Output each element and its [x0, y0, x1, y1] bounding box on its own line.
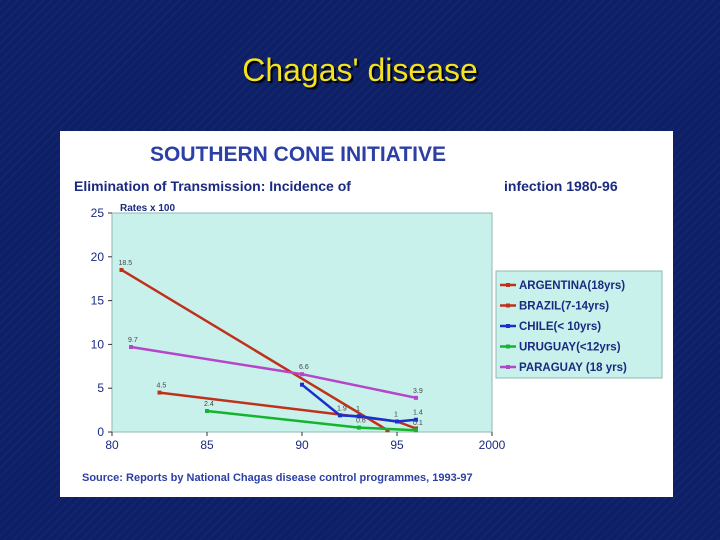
x-tick-label: 95 — [390, 438, 404, 452]
chart: SOUTHERN CONE INITIATIVE Elimination of … — [74, 143, 663, 484]
x-tick-label: 90 — [295, 438, 309, 452]
x-tick-label: 2000 — [479, 438, 506, 452]
data-label: 1.9 — [337, 405, 347, 412]
data-point-3-1 — [357, 425, 361, 430]
data-label: 1.4 — [413, 410, 423, 417]
legend-label-2: CHILE(< 10yrs) — [519, 321, 601, 333]
chart-subtitle-left: Elimination of Transmission: Incidence o… — [74, 178, 351, 194]
y-axis: 0 5 10 15 20 25 — [91, 206, 112, 439]
y-tick-label: 10 — [91, 337, 105, 351]
legend-label-1: BRAZIL(7-14yrs) — [519, 301, 609, 313]
x-tick-label: 85 — [200, 438, 214, 452]
data-point-4-2 — [414, 395, 418, 400]
y-tick-label: 0 — [97, 425, 104, 439]
legend-marker-4 — [506, 365, 510, 369]
chart-subtitle-right: infection 1980-96 — [504, 178, 618, 194]
data-label: 4.5 — [157, 383, 167, 390]
data-label: 9.7 — [128, 337, 138, 344]
data-point-4-0 — [129, 345, 133, 350]
data-label: 2.4 — [204, 401, 214, 408]
x-axis: 80 85 90 95 2000 — [105, 432, 506, 452]
y-tick-label: 25 — [91, 206, 105, 220]
data-label: 1 — [394, 411, 398, 418]
data-point-2-2 — [357, 414, 361, 419]
data-label: 0.6 — [356, 418, 366, 425]
legend — [495, 270, 663, 379]
series-line-1 — [120, 268, 389, 432]
data-point-2-3 — [395, 419, 399, 424]
data-label: 3.9 — [413, 388, 423, 395]
y-axis-label: Rates x 100 — [120, 203, 175, 214]
legend-marker-2 — [506, 324, 510, 328]
legend-label-4: PARAGUAY (18 yrs) — [519, 362, 627, 374]
y-tick-label: 15 — [91, 294, 105, 308]
data-point-3-0 — [205, 408, 209, 413]
chart-panel: SOUTHERN CONE INITIATIVE Elimination of … — [60, 131, 673, 497]
data-label: 18.5 — [119, 260, 133, 267]
data-point-4-1 — [300, 372, 304, 377]
chart-source: Source: Reports by National Chagas disea… — [82, 472, 473, 484]
series-layer: 4.5 18.5 1.9 1 1 1.4 2.4 0.6 0.1 9.7 6.6 3.9 — [119, 260, 423, 433]
slide-title: Chagas' disease — [242, 52, 478, 88]
legend-marker-1 — [506, 303, 510, 308]
y-tick-label: 20 — [91, 250, 105, 264]
legend-label-0: ARGENTINA(18yrs) — [519, 280, 625, 292]
data-point-1-1 — [385, 428, 390, 433]
data-point-2-4 — [414, 417, 418, 422]
data-point-2-0 — [300, 382, 304, 387]
legend-marker-0 — [506, 283, 510, 287]
legend-items: ARGENTINA(18yrs) BRAZIL(7-14yrs) CHILE(< 1… — [500, 280, 627, 374]
data-label: 1 — [356, 406, 360, 413]
data-label: 6.6 — [299, 364, 309, 371]
x-tick-label: 80 — [105, 438, 119, 452]
data-label: 0.1 — [413, 420, 423, 427]
chart-title: SOUTHERN CONE INITIATIVE — [150, 143, 446, 166]
data-point-2-1 — [338, 413, 342, 418]
legend-marker-3 — [506, 344, 510, 349]
legend-label-3: URUGUAY(<12yrs) — [519, 342, 621, 354]
data-point-1-0 — [119, 267, 124, 272]
data-point-3-2 — [414, 428, 418, 433]
data-point-0-0 — [157, 390, 162, 395]
plot-area — [111, 212, 493, 433]
y-tick-label: 5 — [97, 381, 104, 395]
